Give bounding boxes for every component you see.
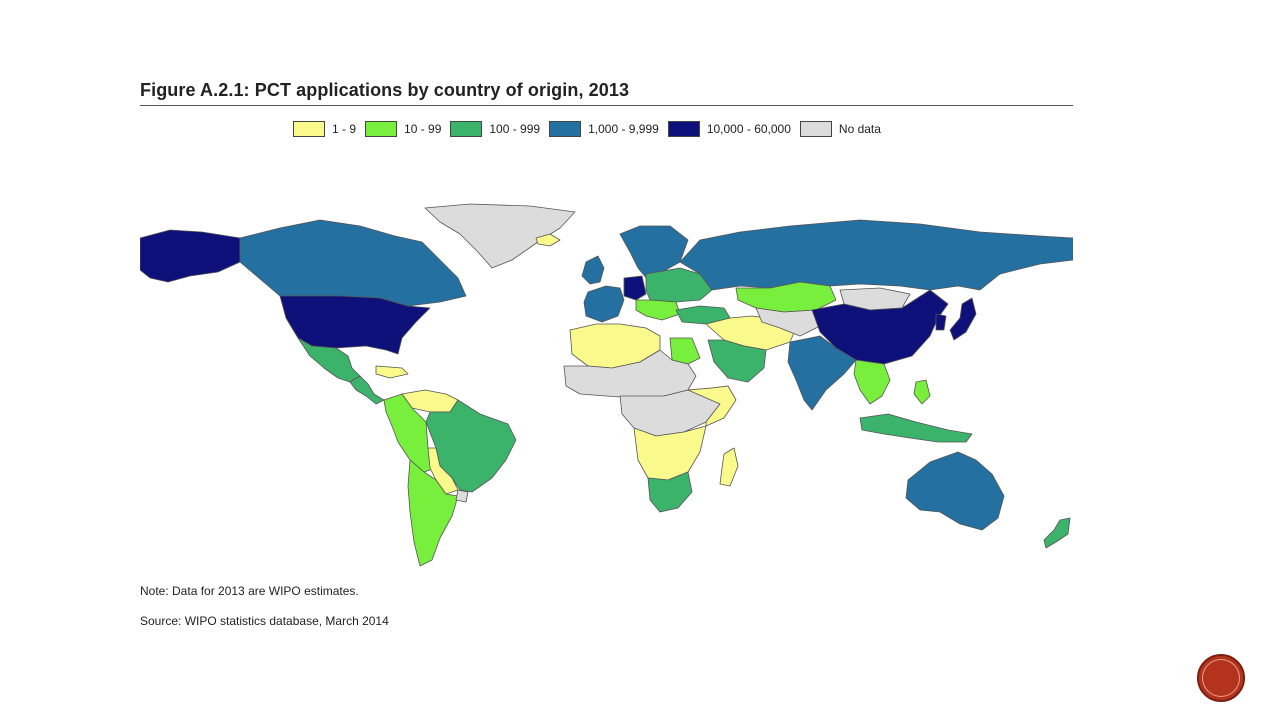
legend-item: 10 - 99 xyxy=(365,121,441,137)
slide-corner-badge xyxy=(1197,654,1245,702)
legend-label: 1 - 9 xyxy=(332,122,357,136)
map-region-scandinavia xyxy=(619,225,689,281)
map-region-central-asia xyxy=(755,307,821,337)
figure-source: Source: WIPO statistics database, March … xyxy=(140,614,389,628)
map-region-southern-africa xyxy=(633,425,707,481)
map-region-korea xyxy=(935,313,947,331)
legend-label: No data xyxy=(838,122,881,136)
map-region-western-europe xyxy=(583,285,625,323)
map-region-caribbean xyxy=(375,365,409,379)
figure-note: Note: Data for 2013 are WIPO estimates. xyxy=(140,584,359,598)
legend-swatch xyxy=(799,121,832,137)
map-region-philippines xyxy=(913,379,931,405)
map-region-balkans xyxy=(635,299,681,321)
map-region-colombia-peru xyxy=(383,393,437,473)
map-region-kazakhstan xyxy=(735,281,837,313)
map-region-egypt xyxy=(669,337,701,365)
world-map xyxy=(140,190,1073,580)
map-region-iceland xyxy=(535,233,561,247)
map-region-southeast-asia xyxy=(853,359,891,405)
title-divider xyxy=(140,105,1073,106)
legend-label: 1,000 - 9,999 xyxy=(588,122,659,136)
map-region-south-africa xyxy=(647,471,693,513)
legend-item: 10,000 - 60,000 xyxy=(667,121,791,137)
legend-swatch xyxy=(293,121,325,137)
map-legend: 1 - 9 10 - 99 100 - 999 1,000 - 9,999 10… xyxy=(293,121,890,137)
legend-item: No data xyxy=(799,121,881,137)
legend-item: 100 - 999 xyxy=(450,121,540,137)
map-region-new-zealand xyxy=(1043,517,1071,549)
map-region-saudi-arabia xyxy=(707,339,767,383)
legend-swatch xyxy=(450,121,483,137)
map-region-central-america xyxy=(349,375,385,405)
map-region-canada xyxy=(239,219,467,307)
legend-label: 10,000 - 60,000 xyxy=(706,122,791,136)
map-region-eastern-europe xyxy=(645,267,713,303)
map-region-india xyxy=(787,335,857,411)
map-region-japan xyxy=(949,297,977,341)
map-region-east-africa xyxy=(687,385,737,427)
legend-swatch xyxy=(667,121,700,137)
legend-swatch xyxy=(549,121,582,137)
map-region-uk-ireland xyxy=(581,255,605,285)
map-region-germany xyxy=(623,275,647,301)
map-region-madagascar xyxy=(719,447,739,487)
map-region-uruguay xyxy=(455,489,469,503)
map-region-australia xyxy=(905,451,1005,531)
map-region-indonesia xyxy=(859,413,973,443)
map-region-chile-argentina xyxy=(407,459,459,567)
legend-swatch xyxy=(365,121,398,137)
map-region-alaska xyxy=(140,229,241,283)
figure-title: Figure A.2.1: PCT applications by countr… xyxy=(140,80,630,100)
legend-item: 1,000 - 9,999 xyxy=(549,121,659,137)
map-region-greenland xyxy=(424,203,576,269)
map-region-russia xyxy=(679,219,1073,291)
legend-label: 100 - 999 xyxy=(489,122,541,136)
legend-label: 10 - 99 xyxy=(404,122,442,136)
legend-item: 1 - 9 xyxy=(293,121,356,137)
map-region-sahel xyxy=(563,349,697,399)
